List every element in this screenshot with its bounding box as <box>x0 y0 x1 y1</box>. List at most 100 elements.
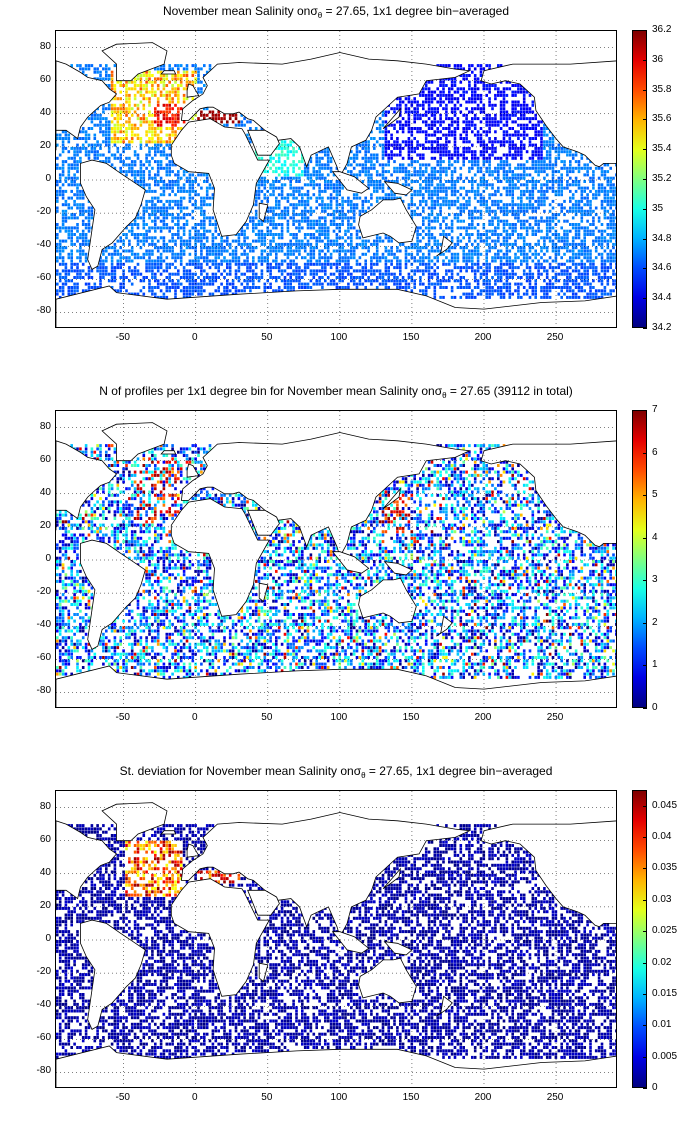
data-cell <box>286 209 290 213</box>
data-cell <box>531 103 535 107</box>
data-cell <box>350 276 353 279</box>
data-cell <box>479 213 483 217</box>
data-cell <box>390 279 393 283</box>
data-cell <box>125 107 128 111</box>
data-cell <box>99 70 102 74</box>
data-cell <box>427 183 431 187</box>
data-cell <box>148 206 151 210</box>
data-cell <box>335 186 339 190</box>
data-cell <box>324 209 327 213</box>
data-cell <box>324 163 327 167</box>
data-cell <box>456 146 460 150</box>
data-cell <box>145 70 148 74</box>
data-cell <box>375 180 379 183</box>
data-cell <box>237 279 241 283</box>
data-cell <box>73 180 76 183</box>
data-cell <box>58 249 62 253</box>
data-cell <box>272 223 275 226</box>
data-cell <box>280 242 284 246</box>
data-cell <box>439 279 442 283</box>
data-cell <box>119 246 122 250</box>
data-cell <box>427 80 431 84</box>
data-cell <box>456 286 460 289</box>
data-cell <box>407 130 411 134</box>
data-cell <box>185 176 189 180</box>
data-cell <box>67 292 71 296</box>
data-cell <box>459 226 463 230</box>
data-cell <box>410 256 414 260</box>
data-cell <box>280 170 284 174</box>
data-cell <box>505 130 509 134</box>
data-cell <box>450 80 454 84</box>
data-cell <box>370 173 373 177</box>
data-cell <box>64 262 68 266</box>
data-cell <box>312 180 316 183</box>
data-cell <box>520 183 523 187</box>
data-cell <box>352 156 356 160</box>
data-cell <box>419 183 422 187</box>
data-cell <box>105 249 108 253</box>
data-cell <box>505 120 509 124</box>
data-cell <box>347 266 350 270</box>
data-cell <box>217 269 220 273</box>
data-cell <box>335 203 339 207</box>
data-cell <box>430 133 434 137</box>
data-cell <box>534 209 537 213</box>
data-cell <box>399 286 402 289</box>
data-cell <box>110 103 114 107</box>
data-cell <box>335 183 339 187</box>
data-cell <box>344 269 347 273</box>
data-cell <box>203 117 206 121</box>
data-cell <box>436 176 439 180</box>
data-cell <box>508 282 512 286</box>
data-cell <box>99 127 102 130</box>
data-cell <box>488 209 491 213</box>
data-cell <box>528 279 532 283</box>
data-cell <box>456 153 460 157</box>
data-cell <box>520 123 523 127</box>
data-cell <box>56 183 59 187</box>
data-cell <box>151 84 154 87</box>
data-cell <box>191 262 195 266</box>
data-cell <box>260 176 264 180</box>
data-cell <box>119 266 122 270</box>
data-cell <box>148 70 151 74</box>
data-cell <box>174 199 177 203</box>
data-cell <box>537 269 540 273</box>
data-cell <box>517 206 520 210</box>
data-cell <box>433 269 437 273</box>
data-cell <box>128 80 131 84</box>
data-cell <box>324 272 327 276</box>
data-cell <box>361 180 365 183</box>
data-cell <box>200 226 203 230</box>
data-cell <box>211 252 215 256</box>
data-cell <box>312 186 316 190</box>
data-cell <box>508 113 512 117</box>
data-cell <box>352 276 356 279</box>
data-cell <box>364 262 367 266</box>
data-cell <box>540 150 543 154</box>
data-cell <box>205 259 209 263</box>
data-cell <box>335 209 339 213</box>
data-cell <box>174 193 177 197</box>
data-cell <box>381 113 385 117</box>
data-cell <box>445 127 448 130</box>
data-cell <box>321 256 324 260</box>
data-cell <box>326 160 330 164</box>
data-cell <box>254 233 258 236</box>
data-cell <box>295 150 298 154</box>
data-cell <box>318 276 321 279</box>
data-cell <box>430 93 434 97</box>
data-cell <box>456 67 460 71</box>
data-cell <box>450 269 454 273</box>
data-cell <box>318 173 321 177</box>
data-cell <box>119 123 122 127</box>
data-cell <box>277 166 281 170</box>
map-panel-salinity: November mean Salinity onσθ = 27.65, 1x1… <box>0 0 696 370</box>
data-cell <box>462 259 465 263</box>
data-cell <box>390 173 393 177</box>
data-cell <box>81 146 85 150</box>
data-cell <box>525 272 529 276</box>
data-cell <box>269 266 272 270</box>
data-cell <box>436 183 439 187</box>
